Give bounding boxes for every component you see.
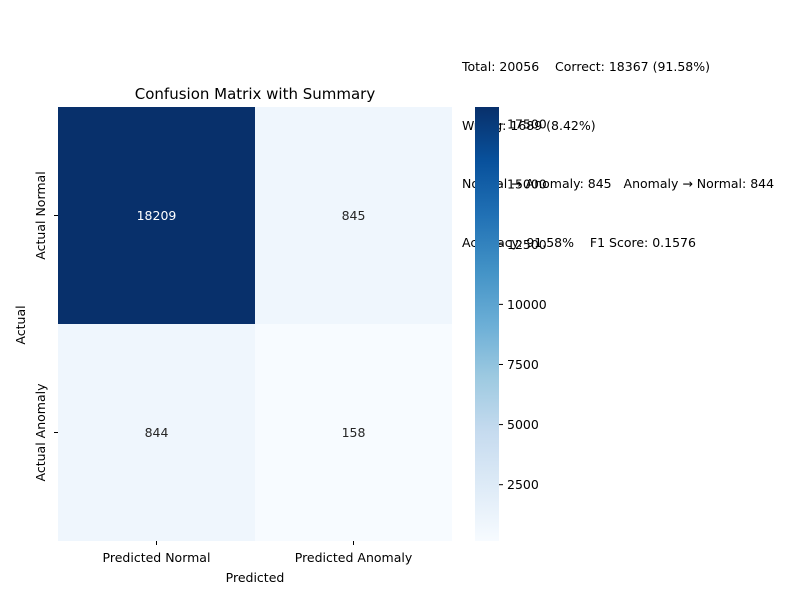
y-tick-label: Actual Anomaly (33, 383, 48, 482)
colorbar-ticks: 2500 5000 7500 10000 12500 15000 17500 (499, 117, 547, 492)
heatmap-cell (58, 324, 255, 541)
y-axis-ticks: Actual Normal Actual Anomaly (33, 171, 58, 481)
cell-value-label: 844 (145, 425, 169, 440)
colorbar-tick-label: 2500 (507, 477, 539, 492)
colorbar (475, 107, 499, 541)
x-axis-ticks: Predicted Normal Predicted Anomaly (103, 541, 413, 565)
heatmap-cell-labels: 18209 845 844 158 (137, 208, 366, 440)
y-tick-label: Actual Normal (33, 171, 48, 259)
heatmap-cell (255, 107, 452, 324)
cell-value-label: 158 (342, 425, 366, 440)
summary-line-1: Total: 20056 Correct: 18367 (91.58%) (462, 59, 710, 74)
x-tick-label: Predicted Normal (103, 550, 211, 565)
cell-value-label: 845 (342, 208, 366, 223)
heatmap-cell (255, 324, 452, 541)
chart-title: Confusion Matrix with Summary (135, 85, 376, 103)
heatmap-cells (58, 107, 452, 541)
colorbar-tick-label: 7500 (507, 357, 539, 372)
cell-value-label: 18209 (137, 208, 177, 223)
heatmap-cell (58, 107, 255, 324)
colorbar-tick-label: 17500 (507, 117, 547, 132)
x-axis-label: Predicted (226, 570, 285, 585)
colorbar-tick-label: 12500 (507, 237, 547, 252)
x-tick-label: Predicted Anomaly (295, 550, 413, 565)
colorbar-tick-label: 15000 (507, 177, 547, 192)
colorbar-tick-label: 5000 (507, 417, 539, 432)
colorbar-tick-label: 10000 (507, 297, 547, 312)
y-axis-label: Actual (13, 305, 28, 344)
